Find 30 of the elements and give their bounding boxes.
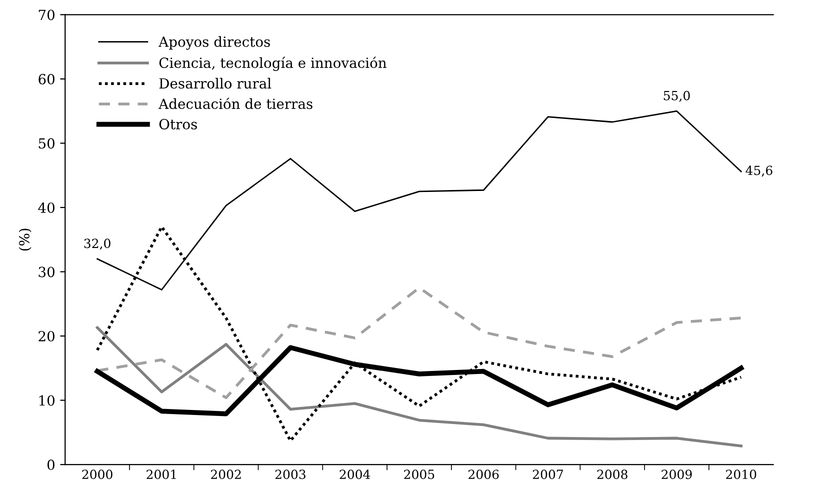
x-tick-label: 2007 (532, 470, 563, 480)
annotation: 32,0 (84, 238, 110, 250)
x-tick-label: 2003 (275, 470, 306, 480)
y-axis-title: (%) (18, 228, 32, 251)
y-tick-label: 60 (38, 74, 54, 84)
annotation: 55,0 (664, 90, 690, 102)
x-tick-label: 2001 (146, 470, 176, 480)
legend-label: Apoyos directos (158, 36, 270, 50)
legend-label: Desarrollo rural (159, 78, 272, 89)
x-tick-label: 2000 (82, 470, 112, 480)
x-tick-label: 2005 (404, 470, 434, 480)
annotation: 45,6 (746, 166, 772, 177)
x-tick-label: 2010 (726, 470, 756, 480)
legend-label: Adecuación de tierras (158, 98, 312, 110)
y-tick-label: 40 (38, 202, 54, 213)
y-tick-label: 70 (38, 10, 54, 20)
legend-label: Otros (159, 118, 197, 130)
x-tick-label: 2004 (340, 470, 370, 480)
y-tick-label: 30 (38, 266, 54, 278)
legend-label: Ciencia, tecnología e innovación (159, 56, 386, 71)
x-tick-label: 2009 (662, 470, 692, 480)
y-tick-label: 10 (39, 395, 54, 406)
x-tick-label: 2006 (468, 470, 499, 480)
y-tick-label: 50 (38, 138, 54, 149)
y-tick-label: 0 (47, 460, 54, 470)
line-series (96, 286, 742, 400)
y-tick-label: 20 (38, 330, 54, 342)
line-series (96, 326, 742, 448)
x-tick-label: 2002 (211, 470, 241, 480)
x-tick-label: 2008 (597, 470, 628, 480)
